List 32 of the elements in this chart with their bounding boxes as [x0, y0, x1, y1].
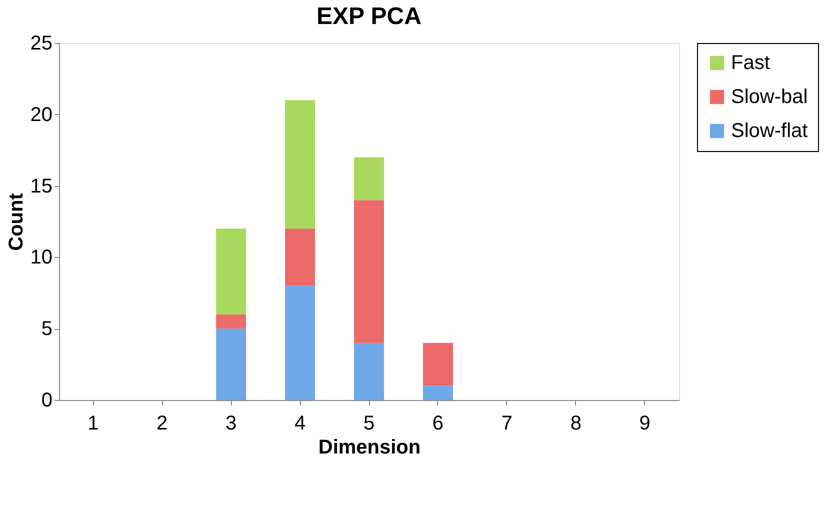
- x-tick-label: 6: [432, 412, 444, 434]
- x-tick-label: 3: [226, 412, 237, 434]
- legend-label: Slow-flat: [731, 120, 808, 142]
- x-tick-label: 2: [156, 412, 168, 434]
- x-axis-title: Dimension: [318, 436, 421, 458]
- bar: [422, 342, 453, 386]
- bar: [285, 100, 316, 229]
- legend-label: Fast: [731, 52, 770, 74]
- y-tick-label: 5: [41, 318, 52, 340]
- x-tick-label: 5: [363, 412, 375, 434]
- chart-title: EXP PCA: [316, 3, 422, 30]
- bar: [216, 328, 246, 400]
- y-tick-label: 0: [41, 390, 52, 412]
- x-tick-label: 9: [639, 412, 650, 434]
- bar: [354, 200, 384, 343]
- x-tick-label: 4: [294, 412, 306, 434]
- legend-label: Slow-bal: [731, 86, 808, 108]
- y-tick-label: 15: [30, 175, 52, 198]
- y-tick-label: 20: [30, 104, 52, 126]
- bar: [285, 228, 316, 286]
- bar: [216, 228, 246, 314]
- bar: [354, 342, 384, 400]
- x-tick-label: 7: [501, 412, 512, 434]
- x-tick-label: 1: [88, 412, 99, 434]
- bar: [422, 386, 453, 400]
- bar: [285, 286, 316, 400]
- y-tick-label: 25: [30, 32, 52, 54]
- bar: [354, 157, 384, 200]
- y-axis-title: Count: [5, 192, 28, 251]
- x-tick-label: 8: [570, 412, 582, 434]
- bar: [216, 314, 246, 329]
- y-tick-label: 10: [30, 246, 52, 269]
